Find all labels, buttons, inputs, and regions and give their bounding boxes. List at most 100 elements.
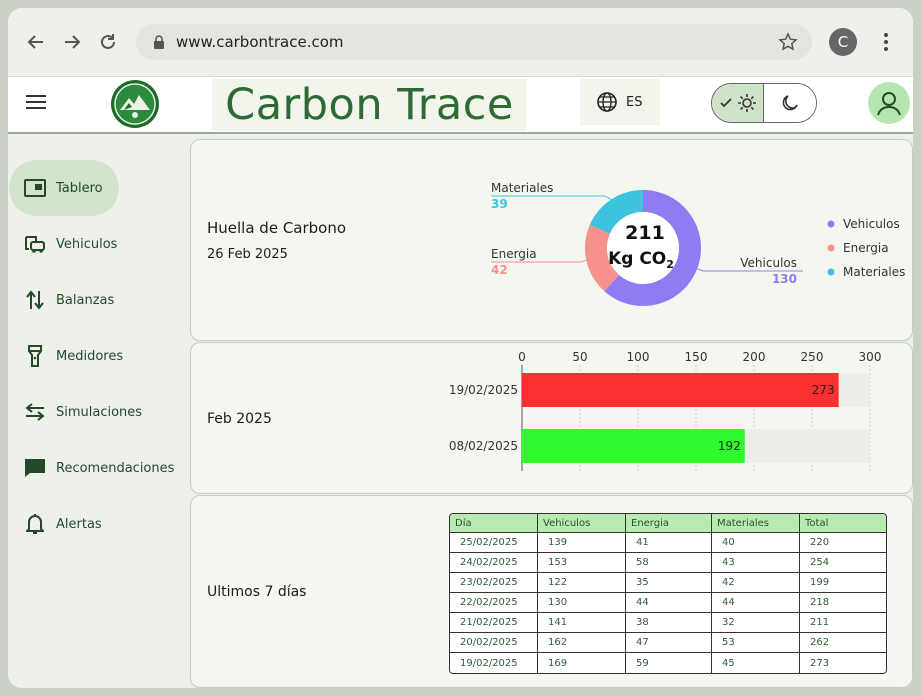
reload-button[interactable]: [96, 30, 120, 54]
sidebar-item-label: Simulaciones: [56, 404, 143, 420]
sun-icon: [737, 94, 756, 112]
light-theme-option[interactable]: [712, 84, 765, 122]
sidebar-item-medidores[interactable]: Medidores: [8, 328, 188, 384]
table-cell: 42: [712, 573, 800, 593]
table-row: 24/02/2025 153 58 43 254: [450, 553, 886, 573]
sidebar-item-simulaciones[interactable]: Simulaciones: [8, 384, 188, 440]
legend-item[interactable]: Vehiculos: [843, 217, 900, 231]
column-header: Día: [450, 514, 538, 533]
donut-callout-line: [697, 268, 803, 272]
theme-toggle[interactable]: [711, 83, 817, 123]
table-cell: 153: [538, 553, 626, 573]
table-cell: 41: [626, 533, 712, 553]
column-header: Vehiculos: [538, 514, 626, 533]
language-code: ES: [626, 94, 643, 110]
bookmark-star-icon[interactable]: [778, 32, 798, 52]
table-cell: 58: [626, 553, 712, 573]
sidebar-item-label: Medidores: [56, 348, 124, 364]
donut-callout-line: [491, 195, 612, 200]
x-tick-label: 100: [627, 350, 650, 364]
table-cell: 45: [712, 653, 800, 673]
table-cell: 22/02/2025: [450, 593, 538, 613]
legend-item[interactable]: Materiales: [843, 265, 905, 279]
language-selector[interactable]: ES: [580, 79, 660, 125]
donut-center-value: 211: [625, 222, 665, 244]
sidebar-item-vehiculos[interactable]: Vehiculos: [8, 216, 188, 272]
table-cell: 24/02/2025: [450, 553, 538, 573]
app-header: Carbon Trace ES: [8, 76, 913, 134]
column-header: Materiales: [712, 514, 800, 533]
menu-button[interactable]: [26, 94, 46, 115]
app-title: Carbon Trace: [225, 80, 514, 130]
sidebar-item-label: Alertas: [56, 516, 102, 532]
arrow-right-icon: [65, 35, 81, 49]
donut-slice-vehiculos[interactable]: [604, 190, 701, 306]
arrow-left-icon: [27, 35, 43, 49]
back-button[interactable]: [24, 30, 48, 54]
active-indicator: [9, 160, 119, 216]
table-row: 20/02/2025 162 47 53 262: [450, 633, 886, 653]
browser-profile-button[interactable]: C: [829, 28, 857, 56]
sidebar-item-label: Vehiculos: [56, 236, 118, 252]
sidebar-item-label: Tablero: [56, 180, 103, 196]
dark-theme-option[interactable]: [764, 84, 816, 122]
monthly-bar-chart: 0 50 100 150 200 250 300 273 19/02/2025 192 08/02/…: [449, 350, 881, 471]
donut-hole: [607, 212, 679, 284]
swap-horizontal-icon: [24, 401, 46, 423]
table-cell: 141: [538, 613, 626, 633]
sidebar-item-recomendaciones[interactable]: Recomendaciones: [8, 440, 188, 496]
sidebar-item-alertas[interactable]: Alertas: [8, 496, 188, 552]
table-cell: 130: [538, 593, 626, 613]
x-tick-label: 150: [685, 350, 708, 364]
forward-button[interactable]: [60, 30, 84, 54]
table-cell: 169: [538, 653, 626, 673]
browser-menu-button[interactable]: [874, 30, 898, 54]
bar-value-label: 273: [812, 383, 835, 397]
user-avatar[interactable]: [868, 82, 910, 124]
donut-slice-materiales[interactable]: [589, 190, 643, 234]
footprint-donut-chart: Vehiculos 130 Energia 42 Materiales 39 Vehicul…: [491, 181, 905, 306]
bar-category-label: 08/02/2025: [449, 439, 518, 453]
legend-item[interactable]: Energia: [843, 241, 889, 255]
user-icon: [877, 92, 901, 116]
card-title: Huella de Carbono: [207, 219, 347, 237]
table-cell: 35: [626, 573, 712, 593]
swap-vertical-icon: [24, 289, 46, 311]
bar-19/02/2025[interactable]: [522, 373, 839, 407]
table-cell: 38: [626, 613, 712, 633]
check-icon: [719, 98, 732, 108]
bar-category-label: 19/02/2025: [449, 383, 518, 397]
address-bar[interactable]: www.carbontrace.com: [136, 24, 812, 60]
bar-08/02/2025[interactable]: [522, 429, 745, 463]
legend-swatch: [827, 244, 835, 252]
table-cell: 220: [800, 533, 886, 553]
monthly-comparison-card: Feb 2025 0 50 100 150 200 250 300 273 19/02/2025…: [190, 342, 913, 494]
table-cell: 40: [712, 533, 800, 553]
table-cell: 44: [626, 593, 712, 613]
x-tick-label: 50: [572, 350, 587, 364]
legend-swatch: [827, 220, 835, 228]
table-cell: 32: [712, 613, 800, 633]
table-cell: 122: [538, 573, 626, 593]
table-cell: 25/02/2025: [450, 533, 538, 553]
table-row: 23/02/2025 122 35 42 199: [450, 573, 886, 593]
sidebar-item-tablero[interactable]: Tablero: [8, 160, 188, 216]
sidebar-item-balanzas[interactable]: Balanzas: [8, 272, 188, 328]
table-cell: 211: [800, 613, 886, 633]
card-title: Ultimos 7 días: [207, 584, 307, 600]
dashboard-icon: [24, 177, 46, 199]
donut-callout-label: Energia: [491, 247, 537, 261]
carbon-footprint-card: Huella de Carbono 26 Feb 2025 Vehiculos 1…: [190, 139, 913, 341]
reload-icon: [101, 34, 115, 49]
legend-swatch: [827, 268, 835, 276]
table-cell: 21/02/2025: [450, 613, 538, 633]
sidebar: Tablero Vehiculos Balanzas Medidores Sim…: [8, 136, 188, 688]
url-text: www.carbontrace.com: [176, 33, 344, 51]
donut-slice-energia[interactable]: [585, 224, 620, 292]
donut-callout-line: [491, 259, 587, 263]
vehicle-icon: [24, 233, 46, 255]
table-row: 25/02/2025 139 41 40 220: [450, 533, 886, 553]
browser-toolbar: www.carbontrace.com C: [8, 8, 913, 76]
bar-value-label: 192: [718, 439, 741, 453]
